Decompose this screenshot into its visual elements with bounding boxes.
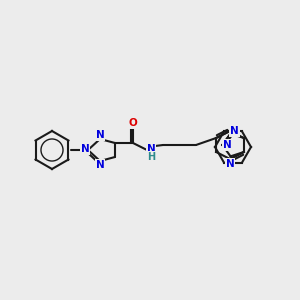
Text: H: H (147, 152, 155, 162)
Text: N: N (230, 126, 239, 136)
Text: N: N (81, 144, 89, 154)
Text: N: N (96, 130, 104, 140)
Text: N: N (223, 140, 232, 150)
Text: N: N (226, 159, 234, 169)
Text: N: N (147, 144, 155, 154)
Text: N: N (96, 160, 104, 170)
Text: O: O (129, 118, 137, 128)
